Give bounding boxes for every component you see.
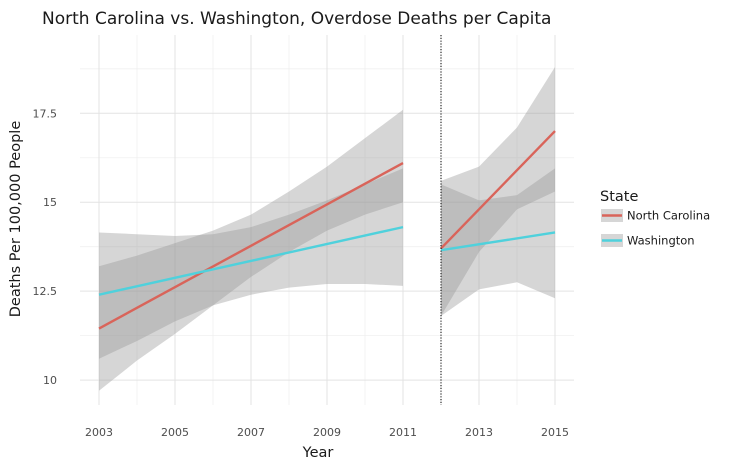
legend-title: State <box>600 189 638 205</box>
x-tick-label: 2013 <box>465 426 493 439</box>
legend-label: North Carolina <box>627 209 710 223</box>
series-line <box>98 162 404 330</box>
y-tick-label: 10 <box>43 374 57 387</box>
series-line <box>440 231 556 252</box>
x-tick-label: 2009 <box>313 426 341 439</box>
chart-title: North Carolina vs. Washington, Overdose … <box>42 9 551 29</box>
y-tick-label: 12.5 <box>33 285 58 298</box>
legend: State North Carolina Washington <box>600 189 710 248</box>
y-tick-label: 17.5 <box>33 107 58 120</box>
x-tick-label: 2007 <box>237 426 265 439</box>
x-tick-label: 2011 <box>389 426 417 439</box>
y-axis-title: Deaths Per 100,000 People <box>8 121 24 318</box>
x-axis-title: Year <box>302 445 334 461</box>
confidence-bands <box>99 67 555 391</box>
grid <box>80 35 574 405</box>
confidence-band <box>99 168 403 359</box>
series-line <box>98 225 404 296</box>
x-tick-label: 2015 <box>541 426 569 439</box>
series-lines <box>98 130 556 330</box>
y-axis-ticks: 10 12.5 15 17.5 <box>33 107 58 387</box>
x-axis-ticks: 2003 2005 2007 2009 2011 2013 2015 <box>85 426 569 439</box>
series-line <box>440 130 556 250</box>
x-tick-label: 2005 <box>161 426 189 439</box>
x-tick-label: 2003 <box>85 426 113 439</box>
confidence-band <box>99 109 403 391</box>
confidence-band <box>441 67 555 317</box>
y-tick-label: 15 <box>43 196 57 209</box>
legend-label: Washington <box>627 234 695 248</box>
